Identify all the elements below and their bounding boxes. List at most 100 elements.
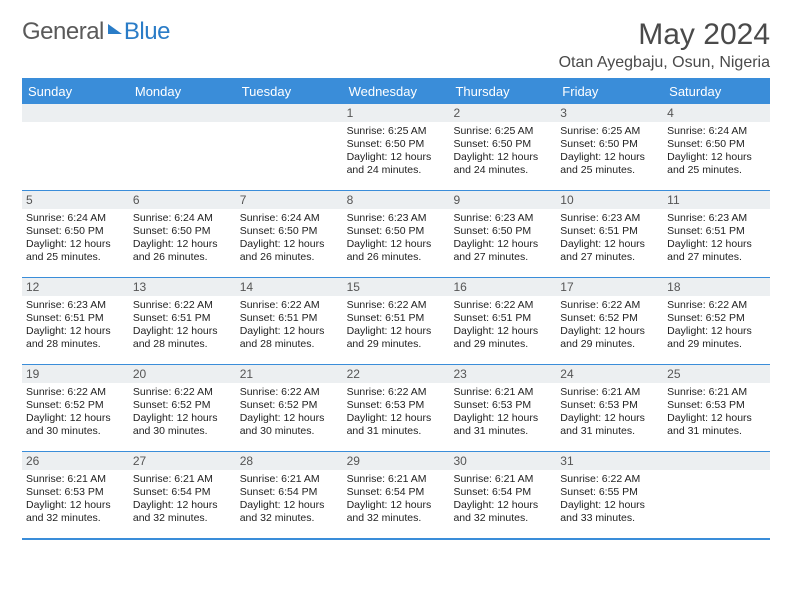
logo-triangle-icon [108, 24, 122, 34]
day-cell: 6Sunrise: 6:24 AMSunset: 6:50 PMDaylight… [129, 191, 236, 277]
day-details: Sunrise: 6:22 AMSunset: 6:53 PMDaylight:… [343, 383, 450, 443]
day-number: 17 [556, 278, 663, 296]
month-title: May 2024 [559, 18, 770, 52]
day-cell: 21Sunrise: 6:22 AMSunset: 6:52 PMDayligh… [236, 365, 343, 451]
day-number: 28 [236, 452, 343, 470]
dow-mon: Monday [129, 80, 236, 103]
dow-fri: Friday [556, 80, 663, 103]
day-number: 9 [449, 191, 556, 209]
day-number: 19 [22, 365, 129, 383]
day-number: 6 [129, 191, 236, 209]
dow-wed: Wednesday [343, 80, 450, 103]
day-details: Sunrise: 6:24 AMSunset: 6:50 PMDaylight:… [236, 209, 343, 269]
week-row: 19Sunrise: 6:22 AMSunset: 6:52 PMDayligh… [22, 364, 770, 451]
day-number: 29 [343, 452, 450, 470]
day-number: 18 [663, 278, 770, 296]
week-row: 5Sunrise: 6:24 AMSunset: 6:50 PMDaylight… [22, 190, 770, 277]
week-row: 12Sunrise: 6:23 AMSunset: 6:51 PMDayligh… [22, 277, 770, 364]
day-cell: 9Sunrise: 6:23 AMSunset: 6:50 PMDaylight… [449, 191, 556, 277]
day-number: 14 [236, 278, 343, 296]
day-number: 4 [663, 104, 770, 122]
day-cell: 30Sunrise: 6:21 AMSunset: 6:54 PMDayligh… [449, 452, 556, 538]
logo-text-2: Blue [124, 18, 170, 46]
day-details: Sunrise: 6:24 AMSunset: 6:50 PMDaylight:… [22, 209, 129, 269]
dow-sat: Saturday [663, 80, 770, 103]
day-cell: 7Sunrise: 6:24 AMSunset: 6:50 PMDaylight… [236, 191, 343, 277]
day-cell: 19Sunrise: 6:22 AMSunset: 6:52 PMDayligh… [22, 365, 129, 451]
day-number [22, 104, 129, 122]
day-details: Sunrise: 6:23 AMSunset: 6:51 PMDaylight:… [556, 209, 663, 269]
day-details: Sunrise: 6:21 AMSunset: 6:54 PMDaylight:… [343, 470, 450, 530]
day-number: 20 [129, 365, 236, 383]
dow-row: Sunday Monday Tuesday Wednesday Thursday… [22, 80, 770, 103]
day-details: Sunrise: 6:23 AMSunset: 6:51 PMDaylight:… [663, 209, 770, 269]
day-cell: 12Sunrise: 6:23 AMSunset: 6:51 PMDayligh… [22, 278, 129, 364]
day-cell: 31Sunrise: 6:22 AMSunset: 6:55 PMDayligh… [556, 452, 663, 538]
day-details: Sunrise: 6:21 AMSunset: 6:54 PMDaylight:… [449, 470, 556, 530]
day-details: Sunrise: 6:21 AMSunset: 6:53 PMDaylight:… [22, 470, 129, 530]
day-cell: 1Sunrise: 6:25 AMSunset: 6:50 PMDaylight… [343, 104, 450, 190]
day-details: Sunrise: 6:22 AMSunset: 6:52 PMDaylight:… [129, 383, 236, 443]
day-number [663, 452, 770, 470]
day-cell: 3Sunrise: 6:25 AMSunset: 6:50 PMDaylight… [556, 104, 663, 190]
day-details: Sunrise: 6:22 AMSunset: 6:52 PMDaylight:… [236, 383, 343, 443]
day-cell: 14Sunrise: 6:22 AMSunset: 6:51 PMDayligh… [236, 278, 343, 364]
day-cell: 17Sunrise: 6:22 AMSunset: 6:52 PMDayligh… [556, 278, 663, 364]
logo: General Blue [22, 18, 170, 46]
week-row: 26Sunrise: 6:21 AMSunset: 6:53 PMDayligh… [22, 451, 770, 538]
dow-thu: Thursday [449, 80, 556, 103]
day-cell: 2Sunrise: 6:25 AMSunset: 6:50 PMDaylight… [449, 104, 556, 190]
day-number [129, 104, 236, 122]
day-cell: 26Sunrise: 6:21 AMSunset: 6:53 PMDayligh… [22, 452, 129, 538]
day-details: Sunrise: 6:22 AMSunset: 6:51 PMDaylight:… [343, 296, 450, 356]
day-number: 2 [449, 104, 556, 122]
day-number: 7 [236, 191, 343, 209]
day-number: 11 [663, 191, 770, 209]
day-cell: 13Sunrise: 6:22 AMSunset: 6:51 PMDayligh… [129, 278, 236, 364]
day-details: Sunrise: 6:22 AMSunset: 6:51 PMDaylight:… [236, 296, 343, 356]
day-cell: 16Sunrise: 6:22 AMSunset: 6:51 PMDayligh… [449, 278, 556, 364]
day-cell [22, 104, 129, 190]
day-details: Sunrise: 6:25 AMSunset: 6:50 PMDaylight:… [449, 122, 556, 182]
logo-text-1: General [22, 18, 104, 46]
calendar: Sunday Monday Tuesday Wednesday Thursday… [22, 78, 770, 540]
day-number: 23 [449, 365, 556, 383]
day-number: 24 [556, 365, 663, 383]
day-number: 3 [556, 104, 663, 122]
day-details: Sunrise: 6:22 AMSunset: 6:52 PMDaylight:… [22, 383, 129, 443]
day-number: 26 [22, 452, 129, 470]
day-cell: 4Sunrise: 6:24 AMSunset: 6:50 PMDaylight… [663, 104, 770, 190]
day-cell: 10Sunrise: 6:23 AMSunset: 6:51 PMDayligh… [556, 191, 663, 277]
day-cell [129, 104, 236, 190]
day-cell [663, 452, 770, 538]
day-cell: 11Sunrise: 6:23 AMSunset: 6:51 PMDayligh… [663, 191, 770, 277]
day-details: Sunrise: 6:23 AMSunset: 6:50 PMDaylight:… [343, 209, 450, 269]
day-details: Sunrise: 6:24 AMSunset: 6:50 PMDaylight:… [129, 209, 236, 269]
day-cell: 5Sunrise: 6:24 AMSunset: 6:50 PMDaylight… [22, 191, 129, 277]
day-details: Sunrise: 6:23 AMSunset: 6:51 PMDaylight:… [22, 296, 129, 356]
day-number: 25 [663, 365, 770, 383]
day-details: Sunrise: 6:22 AMSunset: 6:52 PMDaylight:… [663, 296, 770, 356]
day-details: Sunrise: 6:21 AMSunset: 6:54 PMDaylight:… [236, 470, 343, 530]
day-cell: 23Sunrise: 6:21 AMSunset: 6:53 PMDayligh… [449, 365, 556, 451]
day-number: 13 [129, 278, 236, 296]
day-details: Sunrise: 6:21 AMSunset: 6:53 PMDaylight:… [449, 383, 556, 443]
page-header: General Blue May 2024 Otan Ayegbaju, Osu… [22, 18, 770, 72]
day-details: Sunrise: 6:22 AMSunset: 6:55 PMDaylight:… [556, 470, 663, 530]
day-details: Sunrise: 6:23 AMSunset: 6:50 PMDaylight:… [449, 209, 556, 269]
day-details: Sunrise: 6:21 AMSunset: 6:53 PMDaylight:… [556, 383, 663, 443]
day-cell: 8Sunrise: 6:23 AMSunset: 6:50 PMDaylight… [343, 191, 450, 277]
day-details: Sunrise: 6:21 AMSunset: 6:53 PMDaylight:… [663, 383, 770, 443]
day-cell: 27Sunrise: 6:21 AMSunset: 6:54 PMDayligh… [129, 452, 236, 538]
dow-sun: Sunday [22, 80, 129, 103]
day-cell: 25Sunrise: 6:21 AMSunset: 6:53 PMDayligh… [663, 365, 770, 451]
day-number: 31 [556, 452, 663, 470]
day-cell: 29Sunrise: 6:21 AMSunset: 6:54 PMDayligh… [343, 452, 450, 538]
day-number: 5 [22, 191, 129, 209]
day-number: 16 [449, 278, 556, 296]
day-details: Sunrise: 6:22 AMSunset: 6:52 PMDaylight:… [556, 296, 663, 356]
day-number: 12 [22, 278, 129, 296]
title-block: May 2024 Otan Ayegbaju, Osun, Nigeria [559, 18, 770, 72]
day-cell: 28Sunrise: 6:21 AMSunset: 6:54 PMDayligh… [236, 452, 343, 538]
day-cell: 15Sunrise: 6:22 AMSunset: 6:51 PMDayligh… [343, 278, 450, 364]
